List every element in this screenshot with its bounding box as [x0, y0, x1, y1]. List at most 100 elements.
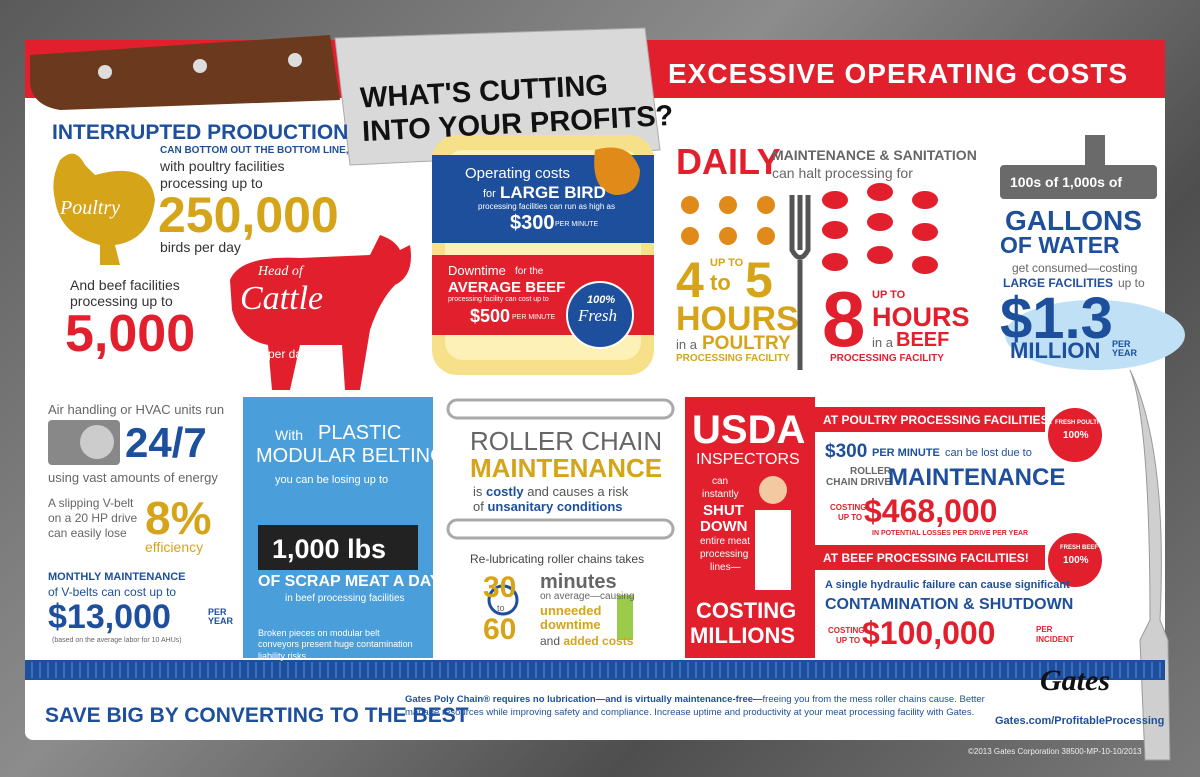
badge-text: 100%: [1063, 555, 1089, 566]
text: in a: [872, 335, 893, 350]
text: instantly: [702, 489, 739, 500]
text: birds per day: [160, 239, 241, 255]
text: can: [712, 476, 729, 487]
shape: [719, 227, 737, 245]
text: UP TO: [838, 513, 863, 522]
text: up to: [1118, 276, 1145, 290]
faucet: [1000, 165, 1157, 199]
text: downtime: [540, 617, 601, 632]
badge-text: 100%: [1063, 430, 1089, 441]
hvac-fan: [80, 425, 114, 459]
amount: $100,000: [862, 615, 996, 651]
text: ROLLER: [850, 466, 892, 477]
shape: of unsanitary conditions: [473, 500, 623, 513]
text: MONTHLY MAINTENANCE: [48, 571, 186, 583]
stopwatches: [487, 584, 519, 616]
shape: [757, 227, 775, 245]
faucet-text: 100s of 1,000s of: [1010, 174, 1123, 190]
text: processing facilities can run as high as: [478, 202, 615, 211]
heading: MAINTENANCE: [888, 464, 1066, 491]
fork: [789, 195, 811, 370]
drumsticks: [681, 196, 775, 245]
cow-icon: [230, 235, 411, 390]
text: COSTING: [830, 503, 867, 512]
text: can halt processing for: [772, 165, 913, 181]
shape: Gates Poly Chain® requires no lubricatio…: [405, 694, 985, 720]
text: PER MINUTE: [555, 221, 599, 228]
heading: DAILY: [676, 141, 781, 182]
shape: is costly and causes a risk: [473, 485, 628, 498]
steaks: [822, 183, 938, 274]
text: With: [275, 427, 303, 443]
shape: [822, 253, 848, 271]
note: Broken pieces on modular belt conveyors …: [258, 628, 413, 661]
heading: MAINTENANCE: [470, 453, 663, 483]
banner: AT POULTRY PROCESSING FACILITIES!: [823, 413, 1053, 427]
cleaver-handle: [30, 35, 340, 110]
number: 5: [745, 252, 773, 308]
text: BEEF: [896, 329, 950, 351]
cleaver-blade: [334, 27, 661, 166]
text: HOURS: [676, 300, 799, 338]
text: get consumed—costing: [1012, 261, 1138, 275]
number: 4: [676, 252, 704, 308]
belt-box: [258, 525, 418, 570]
text: processing up to: [70, 293, 173, 309]
text: COSTING: [828, 626, 865, 635]
shape: [867, 213, 893, 231]
text: AVERAGE BEEF: [448, 279, 566, 296]
heading: GALLONS: [1005, 205, 1142, 236]
faucet-valve: [1085, 135, 1105, 165]
chicken-icon: [53, 153, 156, 265]
text: MILLION: [1010, 338, 1101, 363]
shape: and added costs: [540, 635, 633, 647]
heading: USDA: [692, 408, 806, 452]
number: 60: [483, 613, 517, 646]
url: Gates.com/ProfitableProcessing: [995, 715, 1165, 727]
text: using vast amounts of energy: [48, 470, 218, 485]
poultry-badge: [1046, 406, 1104, 464]
banner: EXCESSIVE OPERATING COSTS: [668, 58, 1129, 89]
shape: [487, 584, 519, 616]
usda-panel: [685, 397, 815, 658]
text: for: [483, 188, 496, 200]
logo: Gates: [1040, 664, 1110, 697]
text: OF SCRAP MEAT A DAY: [258, 573, 441, 590]
number: 5,000: [65, 305, 196, 363]
text: in a: [676, 337, 697, 352]
text: POULTRY: [702, 333, 791, 354]
text: lines—: [710, 562, 741, 573]
shape: [822, 191, 848, 209]
text: for the: [515, 266, 544, 277]
amount: $468,000: [864, 493, 998, 529]
text: minutes: [540, 571, 617, 593]
text: added costs: [563, 634, 634, 648]
text: INCIDENT: [1036, 635, 1074, 644]
text: Gates Poly Chain® requires no lubricatio…: [405, 694, 763, 705]
text: can be lost due to: [945, 447, 1032, 459]
text: processing up to: [160, 175, 263, 191]
icon-label: Head of: [258, 264, 303, 279]
shape: [912, 191, 938, 209]
text: entire meat: [700, 536, 751, 547]
amount: 1,000 lbs: [272, 534, 387, 564]
inspector-head: [759, 476, 787, 504]
amount: $300: [510, 212, 555, 234]
beef-banner: [815, 545, 1045, 570]
text: in beef processing facilities: [285, 593, 405, 604]
coin-stack: [617, 595, 633, 640]
number: 250,000: [158, 187, 339, 243]
text: PER YEAR: [208, 607, 234, 626]
heading: INTERRUPTED PRODUCTION: [52, 121, 349, 144]
shape: [912, 223, 938, 241]
chain: [446, 398, 675, 420]
text: IN POTENTIAL LOSSES PER DRIVE PER YEAR: [872, 530, 1029, 537]
inspector: [755, 510, 791, 590]
poultry-banner: [815, 407, 1045, 432]
shape: [912, 256, 938, 274]
text: to: [497, 603, 505, 613]
text: UP TO: [836, 636, 861, 645]
water-splash: [1005, 300, 1185, 370]
stamp-text: 100%: [587, 294, 616, 306]
